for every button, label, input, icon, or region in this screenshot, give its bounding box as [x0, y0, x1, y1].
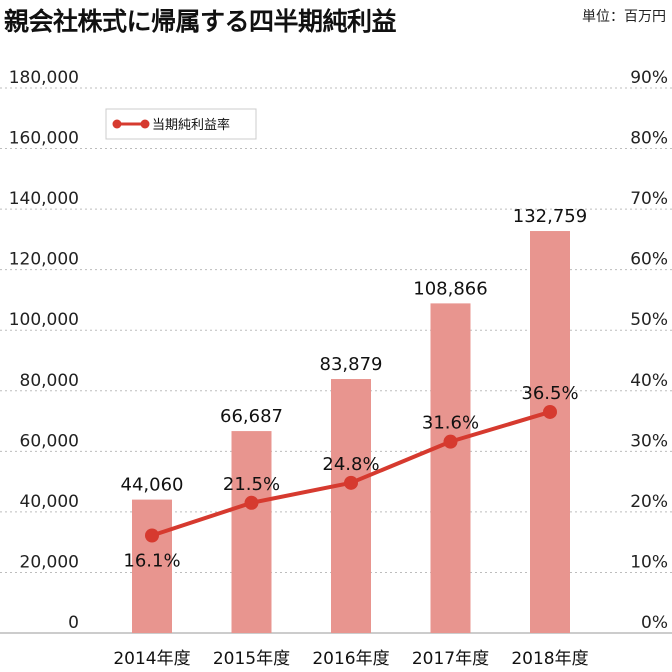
- category-label: 2018年度: [511, 649, 588, 669]
- bar: [132, 499, 172, 633]
- left-tick-label: 60,000: [20, 431, 79, 451]
- left-tick-label: 40,000: [20, 492, 79, 512]
- right-axis-ticks: 0% 10% 20% 30% 40% 50% 60% 70% 80% 90%: [630, 68, 668, 633]
- line-point: [543, 404, 557, 419]
- left-tick-label: 20,000: [20, 552, 79, 572]
- category-labels: 2014年度 2015年度 2016年度 2017年度 2018年度: [113, 649, 588, 669]
- legend-marker-right: [140, 119, 150, 129]
- right-tick-label: 10%: [630, 552, 668, 572]
- right-tick-label: 40%: [630, 371, 668, 391]
- left-tick-label: 180,000: [9, 68, 79, 88]
- right-tick-label: 60%: [630, 250, 668, 270]
- bar: [530, 231, 570, 633]
- right-tick-label: 70%: [630, 189, 668, 209]
- line-point: [344, 475, 358, 490]
- line-series: 16.1% 21.5% 24.8% 31.6% 36.5%: [123, 383, 578, 572]
- line-value-label: 24.8%: [322, 454, 379, 475]
- left-tick-label: 0: [68, 613, 79, 633]
- right-tick-label: 80%: [630, 129, 668, 149]
- category-label: 2016年度: [312, 649, 389, 669]
- bar-value-label: 66,687: [220, 406, 283, 427]
- bar-value-label: 108,866: [413, 278, 487, 299]
- left-tick-label: 100,000: [9, 310, 79, 330]
- bar-value-label: 132,759: [513, 206, 587, 227]
- left-tick-label: 140,000: [9, 189, 79, 209]
- line-point: [443, 434, 458, 449]
- left-axis-ticks: 0 20,000 40,000 60,000 80,000 100,000 120,000 1…: [9, 68, 79, 633]
- left-tick-label: 120,000: [9, 250, 79, 270]
- category-label: 2017年度: [412, 649, 489, 669]
- legend-marker-left: [112, 119, 122, 129]
- left-tick-label: 80,000: [20, 371, 79, 391]
- line-point: [145, 528, 159, 543]
- right-tick-label: 20%: [630, 492, 668, 512]
- category-label: 2015年度: [213, 649, 290, 669]
- bar-value-label: 83,879: [320, 354, 383, 375]
- category-label: 2014年度: [113, 649, 190, 669]
- left-tick-label: 160,000: [9, 129, 79, 149]
- line-point: [244, 495, 259, 510]
- chart-title: 親会社株式に帰属する四半期純利益: [4, 7, 397, 36]
- bar: [331, 379, 371, 633]
- unit-label: 単位：百万円: [582, 9, 666, 25]
- right-tick-label: 0%: [641, 613, 668, 633]
- legend: 当期純利益率: [105, 108, 257, 140]
- line-value-label: 21.5%: [223, 474, 280, 495]
- bar-series: 44,060 66,687 83,879 108,866 132,759: [121, 206, 587, 633]
- right-tick-label: 50%: [630, 310, 668, 330]
- bar: [231, 431, 272, 633]
- legend-label: 当期純利益率: [152, 117, 230, 133]
- line-value-label: 31.6%: [422, 413, 479, 434]
- right-tick-label: 90%: [630, 68, 668, 88]
- bar-value-label: 44,060: [121, 475, 184, 496]
- line-value-label: 36.5%: [521, 383, 578, 404]
- right-tick-label: 30%: [630, 431, 668, 451]
- bar: [430, 303, 471, 633]
- line-value-label: 16.1%: [123, 551, 180, 572]
